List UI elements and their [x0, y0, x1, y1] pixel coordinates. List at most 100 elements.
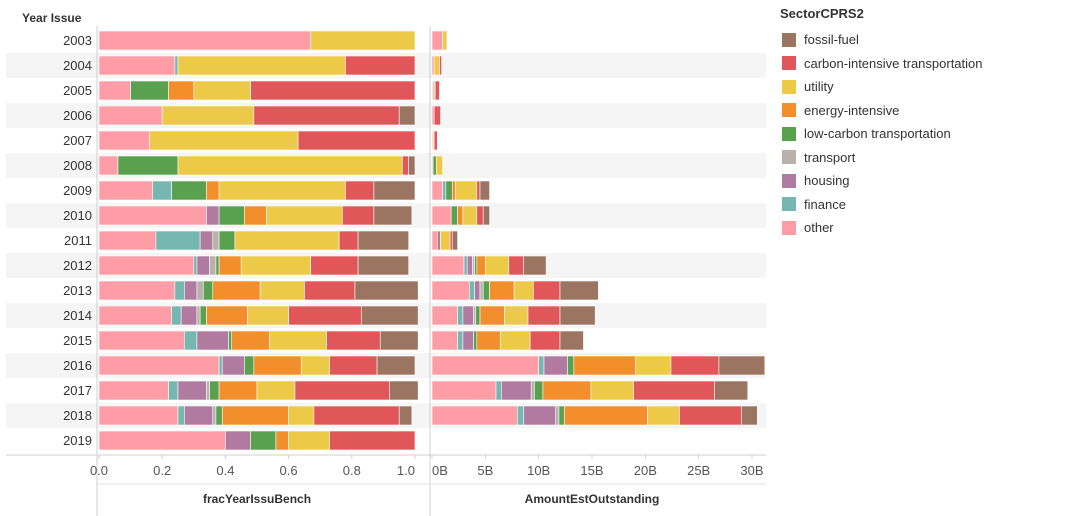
- bar-housing-2011: [199, 230, 214, 251]
- bar-carbon-intensive-transportation-2008: [402, 155, 409, 176]
- bar-finance-2015: [457, 330, 464, 351]
- bar-other-2014: [431, 305, 458, 326]
- bar-utility-2008: [435, 155, 443, 176]
- bar-housing-2017: [501, 380, 532, 401]
- bar-fossil-fuel-2011: [451, 230, 458, 251]
- bar-energy-intensive-2017: [218, 380, 258, 401]
- legend-item-fossil-fuel[interactable]: fossil-fuel: [782, 28, 983, 52]
- bar-carbon-intensive-transportation-2011: [449, 230, 453, 251]
- bar-carbon-intensive-transportation-2016: [670, 355, 720, 376]
- x-tick-label: 0.8: [343, 463, 361, 478]
- bar-utility-2010: [266, 205, 343, 226]
- year-label: 2005: [63, 83, 92, 98]
- bar-utility-2003: [442, 30, 448, 51]
- bar-other-2018: [98, 405, 179, 426]
- legend[interactable]: fossil-fuel carbon-intensive transportati…: [782, 28, 983, 240]
- bar-other-2009: [431, 180, 443, 201]
- bar-fossil-fuel-2014: [559, 305, 596, 326]
- bar-other-2009: [98, 180, 154, 201]
- year-label: 2010: [63, 208, 92, 223]
- bar-other-2005: [98, 80, 131, 101]
- legend-swatch: [782, 197, 796, 212]
- bar-finance-2014: [171, 305, 182, 326]
- bar-other-2017: [98, 380, 169, 401]
- bar-housing-2018: [523, 405, 557, 426]
- bar-other-2013: [431, 280, 470, 301]
- bar-energy-intensive-2018: [221, 405, 289, 426]
- year-label: 2017: [63, 383, 92, 398]
- bar-fossil-fuel-2016: [718, 355, 766, 376]
- bar-fossil-fuel-2015: [379, 330, 419, 351]
- legend-item-other[interactable]: other: [782, 216, 983, 240]
- legend-swatch: [782, 220, 796, 235]
- bar-energy-intensive-2010: [244, 205, 267, 226]
- legend-item-carbon-intensive-transportation[interactable]: carbon-intensive transportation: [782, 52, 983, 76]
- legend-item-housing[interactable]: housing: [782, 169, 983, 193]
- bar-utility-2009: [455, 180, 478, 201]
- bar-finance-2013: [174, 280, 185, 301]
- bar-utility-2008: [177, 155, 403, 176]
- legend-label: utility: [804, 79, 834, 95]
- bar-fossil-fuel-2016: [376, 355, 416, 376]
- bar-low-carbon-transportation-2010: [450, 205, 458, 226]
- x-tick-label: 10B: [527, 463, 550, 478]
- bar-carbon-intensive-transportation-2014: [527, 305, 561, 326]
- legend-item-utility[interactable]: utility: [782, 75, 983, 99]
- bar-energy-intensive-2014: [206, 305, 248, 326]
- bar-fossil-fuel-2011: [357, 230, 409, 251]
- year-label: 2009: [63, 183, 92, 198]
- legend-label: other: [804, 220, 834, 236]
- bar-finance-2015: [184, 330, 198, 351]
- bar-carbon-intensive-transportation-2015: [326, 330, 381, 351]
- bar-carbon-intensive-transportation-2019: [329, 430, 416, 451]
- bar-transport-2014: [196, 305, 201, 326]
- bar-other-2015: [98, 330, 185, 351]
- bar-low-carbon-transportation-2014: [199, 305, 207, 326]
- bar-housing-2018: [184, 405, 214, 426]
- legend-item-energy-intensive[interactable]: energy-intensive: [782, 99, 983, 123]
- bar-transport-2012: [472, 255, 475, 276]
- bar-carbon-intensive-transportation-2009: [345, 180, 375, 201]
- bar-utility-2017: [256, 380, 296, 401]
- bar-carbon-intensive-transportation-2016: [329, 355, 378, 376]
- bar-transport-2011: [212, 230, 220, 251]
- bar-energy-intensive-2013: [489, 280, 515, 301]
- row-header: Year Issue: [22, 11, 82, 25]
- legend-label: transport: [804, 149, 856, 165]
- legend-item-transport[interactable]: transport: [782, 146, 983, 170]
- bar-utility-2011: [440, 230, 451, 251]
- bar-low-carbon-transportation-2015: [473, 330, 478, 351]
- legend-label: low-carbon transportation: [804, 126, 951, 142]
- bar-other-2006: [431, 105, 435, 126]
- year-label: 2012: [63, 258, 92, 273]
- bar-utility-2009: [218, 180, 346, 201]
- bar-housing-2010: [206, 205, 220, 226]
- x-axis-title: fracYearIssuBench: [203, 492, 311, 506]
- bar-carbon-intensive-transportation-2012: [310, 255, 359, 276]
- bar-utility-2016: [300, 355, 330, 376]
- legend-swatch: [782, 56, 796, 71]
- bar-housing-2016: [543, 355, 568, 376]
- bar-finance-2017: [168, 380, 179, 401]
- x-tick-label: 0B: [432, 463, 448, 478]
- legend-item-low-carbon-transportation[interactable]: low-carbon transportation: [782, 122, 983, 146]
- bar-carbon-intensive-transportation-2007: [433, 130, 438, 151]
- bar-carbon-intensive-transportation-2018: [679, 405, 742, 426]
- bar-other-2007: [98, 130, 150, 151]
- legend-swatch: [782, 173, 796, 188]
- bar-other-2004: [431, 55, 435, 76]
- bar-utility-2004: [177, 55, 346, 76]
- legend-item-finance[interactable]: finance: [782, 193, 983, 217]
- bar-other-2011: [431, 230, 438, 251]
- bar-low-carbon-transportation-2017: [209, 380, 220, 401]
- bar-utility-2018: [288, 405, 315, 426]
- bar-utility-2007: [149, 130, 299, 151]
- bar-carbon-intensive-transportation-2010: [342, 205, 375, 226]
- bar-low-carbon-transportation-2008: [117, 155, 179, 176]
- bar-transport-2018: [212, 405, 217, 426]
- x-tick-label: 5B: [477, 463, 493, 478]
- bar-low-carbon-transportation-2012: [215, 255, 220, 276]
- bar-carbon-intensive-transportation-2013: [304, 280, 356, 301]
- bar-housing-2019: [225, 430, 251, 451]
